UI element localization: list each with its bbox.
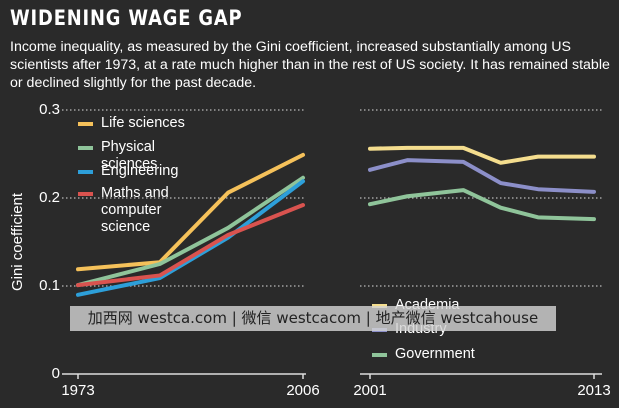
line (76, 175, 305, 288)
x-tick-label: 2013 (577, 382, 610, 399)
chart-subtitle: Income inequality, as measured by the Gi… (10, 39, 610, 91)
legend-label: Life sciences (101, 115, 185, 131)
y-tick-label: 0.1 (39, 277, 60, 294)
legend-label: Government (395, 346, 475, 362)
x-tick-label: 1973 (61, 382, 94, 399)
line (368, 188, 596, 222)
line (368, 158, 596, 194)
line (76, 179, 305, 297)
legend-label: Engineering (101, 163, 179, 179)
y-tick-label: 0.3 (39, 101, 60, 118)
line (368, 145, 596, 165)
watermark: 加西网 westca.com | 微信 westcacom | 地产微信 wes… (70, 306, 556, 331)
x-tick-label: 2001 (353, 382, 386, 399)
line (76, 203, 305, 288)
x-tick-label: 2006 (286, 382, 319, 399)
line (76, 152, 305, 272)
chart-title: WIDENING WAGE GAP (10, 6, 243, 30)
y-tick-label: 0.2 (39, 189, 60, 206)
legend-label: Maths and computer science (101, 185, 169, 235)
y-axis-label: Gini coefficient (9, 192, 26, 291)
legend-label: Physical sciences (101, 139, 158, 172)
y-tick-label: 0 (52, 365, 60, 382)
